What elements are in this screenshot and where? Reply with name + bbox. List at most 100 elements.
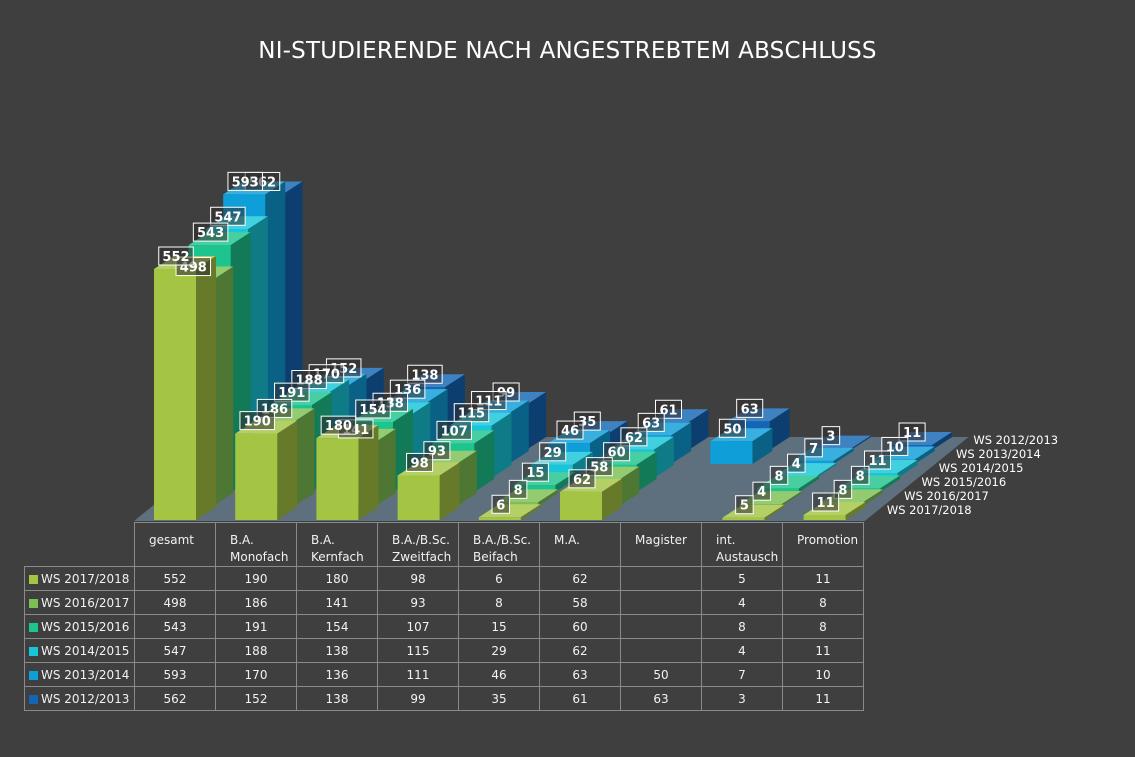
data-label: 46 [556, 420, 584, 440]
data-label: 62 [620, 427, 648, 447]
svg-text:11: 11 [817, 496, 835, 511]
table-cell: 547 [134, 638, 216, 663]
table-cell: 136 [296, 662, 378, 687]
table-column-header: B.A./B.Sc. Beifach [458, 522, 540, 567]
svg-text:98: 98 [411, 456, 429, 471]
data-label: 543 [192, 222, 229, 242]
table-column-header: B.A. Kernfach [296, 522, 378, 567]
table-column-header: B.A. Monofach [215, 522, 297, 567]
table-cell: 7 [701, 662, 783, 687]
table-cell: 8 [782, 590, 864, 615]
table-cell: 15 [458, 614, 540, 639]
svg-text:8: 8 [774, 469, 783, 484]
data-label: 107 [436, 420, 472, 440]
data-label: 8 [769, 465, 789, 485]
legend-swatch [29, 574, 38, 584]
table-column-header: B.A./B.Sc. Zweitfach [377, 522, 459, 567]
svg-text:11: 11 [868, 454, 886, 469]
svg-text:50: 50 [723, 422, 741, 437]
data-label: 6 [491, 494, 511, 514]
table-cell: 8 [701, 614, 783, 639]
table-cell: 6 [458, 566, 540, 591]
table-cell: 154 [296, 614, 378, 639]
table-cell: 141 [296, 590, 378, 615]
table-cell: 98 [377, 566, 459, 591]
depth-axis-label: WS 2015/2016 [921, 475, 1006, 489]
data-label: 154 [355, 399, 391, 419]
table-cell: 29 [458, 638, 540, 663]
table-row: WS 2012/2013 562 152 138 99 35 61 63 3 11 [24, 686, 864, 711]
data-label: 180 [320, 415, 357, 435]
svg-text:62: 62 [573, 473, 591, 488]
table-cell: 170 [215, 662, 297, 687]
data-table-wrap: gesamt B.A. Monofach B.A. Kernfach B.A./B.Sc.… [24, 522, 864, 711]
svg-text:8: 8 [838, 483, 847, 498]
table-cell [620, 566, 702, 591]
svg-text:46: 46 [561, 424, 579, 439]
legend-entry: WS 2012/2013 [24, 686, 135, 711]
svg-text:15: 15 [526, 466, 544, 481]
table-cell: 11 [782, 638, 864, 663]
data-label: 552 [158, 246, 194, 266]
svg-text:8: 8 [514, 483, 523, 498]
data-label: 29 [539, 442, 567, 462]
depth-axis-label: WS 2014/2015 [939, 461, 1024, 475]
svg-text:4: 4 [792, 457, 801, 472]
data-label: 63 [736, 398, 764, 418]
svg-text:593: 593 [232, 175, 259, 190]
table-column-header: Promotion [782, 522, 864, 567]
table-row: WS 2013/2014 593 170 136 111 46 63 50 7 10 [24, 662, 864, 687]
svg-text:107: 107 [441, 424, 468, 439]
data-label: 98 [406, 452, 434, 472]
table-cell [620, 590, 702, 615]
table-cell: 152 [215, 686, 297, 711]
table-cell: 4 [701, 590, 783, 615]
table-cell: 11 [782, 566, 864, 591]
legend-swatch [29, 694, 38, 704]
table-cell: 99 [377, 686, 459, 711]
svg-text:63: 63 [741, 402, 759, 417]
table-cell: 35 [458, 686, 540, 711]
svg-text:115: 115 [458, 407, 485, 422]
data-label: 8 [850, 465, 870, 485]
table-cell: 115 [377, 638, 459, 663]
svg-text:552: 552 [162, 250, 189, 265]
svg-text:154: 154 [359, 403, 386, 418]
depth-axis-label: WS 2012/2013 [973, 433, 1058, 447]
svg-text:3: 3 [826, 430, 835, 445]
chart-title: NI-STUDIERENDE NACH ANGESTREBTEM ABSCHLU… [258, 38, 877, 64]
table-cell: 62 [539, 566, 621, 591]
data-label: 4 [752, 481, 771, 501]
legend-swatch [29, 598, 38, 608]
table-cell: 111 [377, 662, 459, 687]
bar [316, 425, 379, 520]
svg-text:60: 60 [608, 446, 626, 461]
table-cell: 8 [458, 590, 540, 615]
svg-text:6: 6 [496, 498, 505, 513]
table-cell: 62 [539, 638, 621, 663]
data-label: 547 [210, 206, 246, 226]
table-cell: 186 [215, 590, 297, 615]
data-label: 50 [718, 418, 746, 438]
svg-text:8: 8 [856, 469, 865, 484]
legend-swatch [29, 670, 38, 680]
table-row: WS 2014/2015 547 188 138 115 29 62 4 11 [24, 638, 864, 663]
data-label: 60 [603, 442, 631, 462]
table-cell: 562 [134, 686, 216, 711]
table-cell: 50 [620, 662, 702, 687]
legend-entry: WS 2014/2015 [24, 638, 135, 663]
data-label: 8 [508, 479, 528, 499]
data-label: 3 [821, 426, 841, 446]
data-label: 4 [787, 453, 806, 473]
data-label: 11 [864, 450, 891, 470]
svg-text:5: 5 [740, 499, 749, 514]
data-label: 11 [812, 492, 840, 512]
table-row: WS 2016/2017 498 186 141 93 8 58 4 8 [24, 590, 864, 615]
legend-entry: WS 2017/2018 [24, 566, 135, 591]
svg-text:543: 543 [197, 226, 224, 241]
svg-text:190: 190 [244, 415, 271, 430]
table-cell: 63 [539, 662, 621, 687]
table-cell: 11 [782, 686, 864, 711]
depth-axis-label: WS 2013/2014 [956, 447, 1041, 461]
bar [154, 256, 216, 520]
